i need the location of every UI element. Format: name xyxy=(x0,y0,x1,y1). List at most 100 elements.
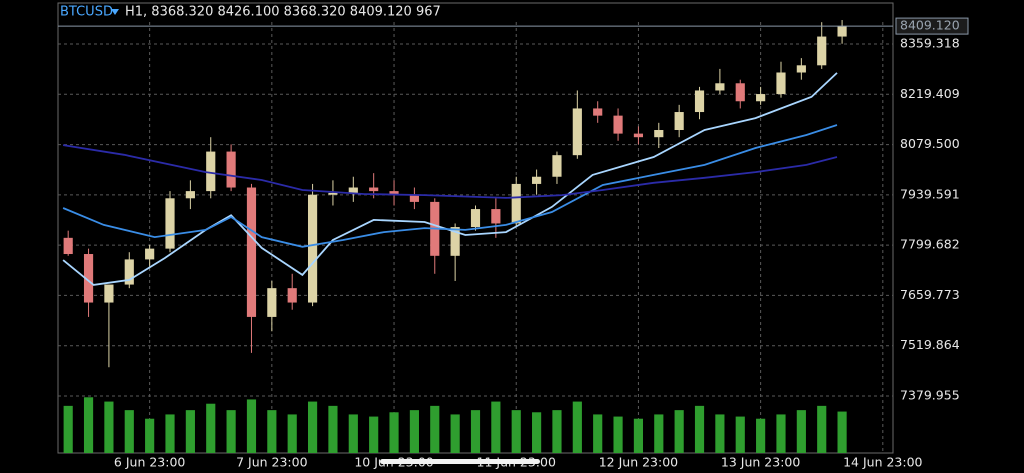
volume-bar xyxy=(145,418,155,453)
volume-bar xyxy=(756,418,766,453)
volume-bar xyxy=(226,410,236,453)
candle-body xyxy=(776,72,786,95)
candle-body xyxy=(348,187,358,193)
volume-bar xyxy=(674,410,684,453)
candle-body xyxy=(572,108,582,156)
volume-bar xyxy=(552,410,562,453)
candle-body xyxy=(633,133,644,138)
volume-bar xyxy=(246,399,257,453)
candle-body xyxy=(267,288,277,317)
candle-body xyxy=(613,115,623,134)
volume-bar xyxy=(104,401,114,453)
volume-bar xyxy=(511,410,521,453)
x-tick-label: 7 Jun 23:00 xyxy=(236,455,308,470)
candle-body xyxy=(185,191,195,199)
volume-bar xyxy=(837,411,847,453)
volume-bar xyxy=(206,403,216,453)
volume-bar xyxy=(450,414,460,453)
volume-bar xyxy=(287,414,297,453)
moving-average-line xyxy=(62,124,838,248)
volume-bar xyxy=(715,414,725,453)
moving-average-line xyxy=(62,72,838,286)
volume-bar xyxy=(165,414,175,453)
candle-body xyxy=(124,259,134,285)
volume-bar xyxy=(124,410,134,453)
volume-bar xyxy=(83,397,94,453)
volume-bar xyxy=(491,401,501,453)
current-price-box xyxy=(895,17,969,35)
volume-bar xyxy=(776,414,786,453)
volume-bar xyxy=(430,405,440,453)
volume-bar xyxy=(409,410,419,453)
volume-bar xyxy=(389,412,399,453)
x-tick-label: 12 Jun 23:00 xyxy=(599,455,678,470)
header-info: H1, 8368.320 8426.100 8368.320 8409.120 … xyxy=(125,5,441,20)
candle-body xyxy=(715,83,725,91)
candle-body xyxy=(470,209,481,228)
y-tick-label: 7519.864 xyxy=(900,337,960,352)
volume-bar xyxy=(613,416,623,453)
volume-bar xyxy=(470,410,481,453)
volume-bar xyxy=(532,412,542,453)
x-tick-label: 14 Jun 23:00 xyxy=(843,455,922,470)
volume-bar xyxy=(593,414,603,453)
candle-body xyxy=(307,194,318,303)
candle-body xyxy=(796,65,806,73)
home-indicator[interactable] xyxy=(380,459,540,464)
volume-bar xyxy=(307,401,318,453)
x-tick-label: 6 Jun 23:00 xyxy=(114,455,186,470)
candle-body xyxy=(756,94,766,102)
candle-body xyxy=(552,155,562,177)
volume-bar xyxy=(694,405,705,453)
y-tick-label: 7939.591 xyxy=(900,186,960,201)
candle-body xyxy=(206,151,216,192)
candle-body xyxy=(165,198,175,249)
candle-body xyxy=(83,254,94,303)
candle-body xyxy=(593,108,603,116)
volume-bar xyxy=(796,410,806,453)
y-tick-label: 8359.318 xyxy=(900,35,960,50)
y-tick-label: 7799.682 xyxy=(900,237,960,252)
candle-body xyxy=(328,192,338,195)
candle-body xyxy=(654,130,664,138)
candle-body xyxy=(450,227,460,256)
symbol[interactable]: BTCUSD xyxy=(60,5,113,20)
candle-body xyxy=(674,112,684,131)
candle-body xyxy=(287,288,297,303)
candle-body xyxy=(246,187,257,317)
current-price-label: 8409.120 xyxy=(900,18,960,33)
candle-body xyxy=(817,36,827,66)
volume-bar xyxy=(572,401,582,453)
volume-bar xyxy=(369,416,379,453)
y-tick-label: 8079.500 xyxy=(900,136,960,151)
candle-body xyxy=(532,176,542,184)
candle-body xyxy=(63,237,73,255)
candle-body xyxy=(491,209,501,224)
volume-bar xyxy=(267,410,277,453)
symbol-dropdown-icon[interactable] xyxy=(111,9,119,15)
candle-body xyxy=(735,83,745,102)
volume-bar xyxy=(654,414,664,453)
candle-body xyxy=(511,183,521,224)
y-tick-label: 7379.955 xyxy=(900,388,960,403)
volume-bar xyxy=(328,405,338,453)
candle-body xyxy=(389,191,399,195)
moving-average-line xyxy=(62,144,838,199)
candle-body xyxy=(369,187,379,192)
candle-body xyxy=(104,284,114,303)
candle-body xyxy=(145,248,155,260)
y-tick-label: 8219.409 xyxy=(900,86,960,101)
volume-bar xyxy=(185,410,195,453)
volume-bar xyxy=(348,414,358,453)
y-tick-label: 7659.773 xyxy=(900,287,960,302)
candle-body xyxy=(694,90,705,113)
volume-bar xyxy=(817,405,827,453)
candle-body xyxy=(226,151,236,188)
header: BTCUSD H1, 8368.320 8426.100 8368.320 84… xyxy=(60,5,441,20)
candle-body xyxy=(837,26,847,37)
volume-bar xyxy=(735,416,745,453)
volume-bar xyxy=(63,405,73,453)
x-tick-label: 13 Jun 23:00 xyxy=(721,455,800,470)
